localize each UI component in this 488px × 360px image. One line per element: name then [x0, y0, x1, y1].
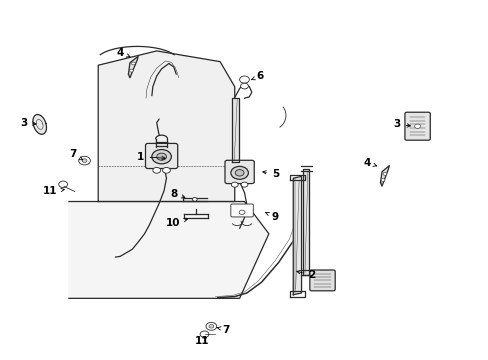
Text: 4: 4 [363, 158, 376, 168]
Circle shape [235, 170, 244, 176]
Text: 3: 3 [392, 120, 409, 129]
Circle shape [192, 198, 197, 201]
Circle shape [131, 62, 135, 65]
Circle shape [231, 182, 238, 187]
Polygon shape [69, 202, 268, 298]
Text: 10: 10 [165, 218, 187, 228]
Polygon shape [232, 98, 238, 162]
FancyBboxPatch shape [309, 270, 334, 291]
Circle shape [239, 76, 249, 83]
Polygon shape [98, 51, 234, 202]
Polygon shape [293, 176, 301, 295]
Circle shape [162, 167, 170, 173]
Text: 11: 11 [195, 336, 209, 346]
Circle shape [157, 153, 166, 160]
Circle shape [153, 167, 160, 173]
Circle shape [230, 166, 248, 179]
Polygon shape [33, 114, 46, 134]
Polygon shape [380, 166, 388, 186]
Circle shape [200, 331, 208, 337]
Circle shape [241, 182, 247, 187]
Text: 2: 2 [296, 270, 314, 280]
Circle shape [380, 179, 384, 181]
Text: 9: 9 [265, 212, 278, 221]
Circle shape [414, 124, 420, 129]
Circle shape [129, 69, 133, 72]
Circle shape [152, 149, 171, 164]
Text: 4: 4 [116, 48, 130, 58]
Text: 7: 7 [217, 325, 229, 334]
Text: 3: 3 [20, 118, 36, 128]
Text: 11: 11 [43, 186, 64, 197]
Circle shape [208, 324, 213, 328]
Circle shape [382, 172, 386, 175]
FancyBboxPatch shape [224, 160, 254, 184]
Polygon shape [303, 169, 309, 275]
Circle shape [240, 83, 248, 89]
Polygon shape [128, 56, 138, 78]
FancyBboxPatch shape [230, 204, 253, 217]
Circle shape [205, 322, 216, 330]
Text: 7: 7 [69, 149, 82, 160]
Text: 8: 8 [170, 189, 184, 199]
Circle shape [239, 210, 244, 215]
Circle shape [59, 181, 67, 188]
Text: 5: 5 [262, 168, 279, 179]
FancyBboxPatch shape [404, 112, 429, 140]
Text: 1: 1 [137, 152, 165, 162]
Circle shape [82, 159, 87, 162]
FancyBboxPatch shape [145, 143, 177, 168]
Text: 6: 6 [251, 71, 264, 81]
Circle shape [79, 156, 90, 165]
